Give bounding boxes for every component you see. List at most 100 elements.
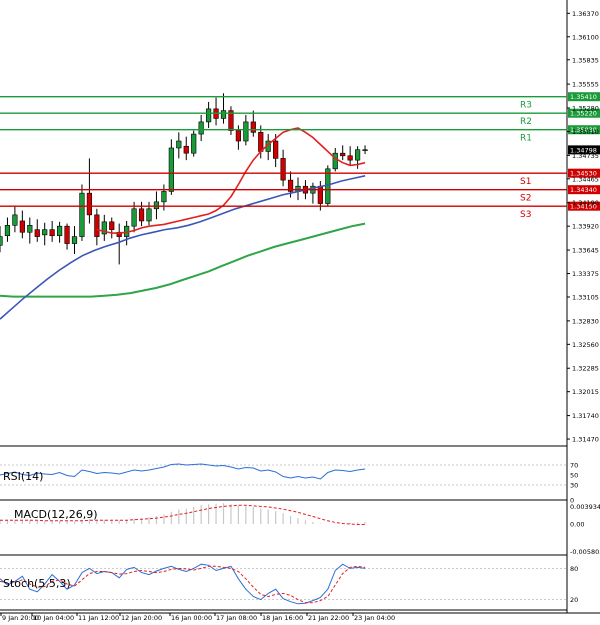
stoch-tick-label: 20: [570, 596, 578, 604]
price-tick-label: 1.32015: [572, 388, 599, 396]
time-tick-label: 16 Jan 00:00: [171, 614, 212, 622]
rsi-tick-label: 70: [570, 462, 578, 470]
sma-fast-line: [96, 127, 366, 234]
level-label-r2: R2: [520, 117, 532, 127]
bull-candle: [27, 225, 33, 233]
level-price-tag: [568, 201, 600, 211]
bull-candle: [325, 168, 331, 204]
bear-candle: [116, 231, 122, 237]
macd-signal-line: [0, 504, 366, 525]
price-tick-label: 1.35010: [572, 128, 599, 136]
bear-candle: [273, 140, 279, 159]
macd-label: MACD(12,26,9): [14, 508, 98, 521]
pivot-levels: R3 1.35410 R2 1.35220 R1 1.35030 S1 1.34530 S2 1.…: [0, 92, 600, 220]
stoch-d-line: [0, 565, 366, 604]
bull-candle: [161, 191, 167, 203]
bull-candle: [0, 236, 3, 246]
sma-slow-line: [0, 222, 366, 298]
bear-candle: [86, 192, 92, 216]
macd-tick-label: 0.00: [570, 521, 584, 529]
level-price-tag: [568, 125, 600, 135]
macd-tick-label: 0.003934: [570, 503, 600, 511]
time-tick-label: 17 Jan 08:00: [216, 614, 257, 622]
level-price-tag: [568, 108, 600, 118]
bull-candle: [79, 192, 85, 237]
bull-candle: [56, 225, 63, 237]
bear-candle: [109, 221, 115, 230]
bull-candle: [146, 208, 152, 222]
bull-candle: [176, 140, 182, 149]
price-tick-label: 1.33375: [572, 270, 599, 278]
bull-candle: [4, 225, 11, 237]
stoch-tick-label: 80: [570, 565, 578, 573]
level-price-text: 1.34150: [570, 203, 597, 211]
price-tick-label: 1.33105: [572, 293, 599, 301]
bear-candle: [138, 208, 145, 222]
bull-candle: [168, 147, 174, 192]
bull-candle: [101, 221, 107, 235]
price-tick-label: 1.34735: [572, 152, 599, 160]
rsi-panel: RSI(14) 70 50 30 0: [0, 462, 578, 505]
price-tick-label: 1.33920: [572, 223, 599, 231]
price-tick-label: 1.34465: [572, 175, 599, 183]
time-tick-label: 12 Jan 20:00: [121, 614, 162, 622]
stoch-label: Stoch(5,5,3): [3, 577, 71, 590]
bear-candle: [49, 229, 55, 237]
bull-candle: [198, 121, 204, 135]
price-tick-label: 1.32830: [572, 317, 599, 325]
level-price-text: 1.35030: [570, 126, 597, 134]
price-tick-label: 1.32560: [572, 341, 599, 349]
time-tick-label: 18 Jan 16:00: [262, 614, 303, 622]
level-label-s1: S1: [520, 177, 531, 187]
bull-candle: [153, 201, 160, 210]
bull-candle: [71, 236, 78, 244]
time-tick-label: 23 Jan 04:00: [354, 614, 395, 622]
bear-candle: [250, 121, 256, 133]
price-tick-label: 1.36370: [572, 10, 599, 18]
price-tick-label: 1.33645: [572, 247, 599, 255]
macd-tick-label: -0.005803: [570, 548, 600, 556]
level-price-tag: [568, 185, 600, 195]
level-price-text: 1.34340: [570, 186, 597, 194]
level-label-r1: R1: [520, 134, 532, 144]
bear-candle: [340, 152, 346, 157]
rsi-tick-label: 50: [570, 472, 578, 480]
level-price-text: 1.35410: [570, 93, 597, 101]
bull-candle: [332, 152, 338, 170]
macd-panel: MACD(12,26,9) 0.003934 0.00 -0.005803: [0, 503, 600, 556]
bear-candle: [228, 110, 234, 131]
bear-candle: [317, 185, 323, 204]
bear-candle: [94, 214, 100, 237]
bear-candle: [19, 220, 25, 233]
level-price-tag: [568, 168, 600, 178]
bull-candle: [243, 121, 249, 142]
bull-candle: [220, 110, 227, 119]
price-tick-label: 1.31470: [572, 436, 599, 444]
bear-candle: [258, 132, 264, 152]
bear-candle: [183, 145, 189, 154]
price-tick-label: 1.35280: [572, 105, 599, 113]
bear-candle: [64, 225, 70, 244]
price-tick-label: 1.32285: [572, 365, 599, 373]
time-tick-label: 21 Jan 22:00: [308, 614, 349, 622]
time-tick-label: 11 Jan 12:00: [78, 614, 119, 622]
bear-candle: [280, 158, 286, 181]
price-tick-label: 1.31740: [572, 412, 599, 420]
bull-candle: [12, 214, 18, 226]
level-label-r3: R3: [520, 101, 532, 111]
rsi-tick-label: 30: [570, 482, 578, 490]
current-price-text: 1.34798: [570, 146, 597, 154]
level-price-text: 1.34530: [570, 170, 597, 178]
bull-candle: [206, 108, 212, 123]
bull-candle: [131, 208, 137, 227]
level-price-tag: [568, 92, 600, 102]
price-tick-label: 1.35555: [572, 81, 599, 89]
price-tick-label: 1.34190: [572, 199, 599, 207]
bear-candle: [287, 179, 294, 192]
rsi-label: RSI(14): [3, 470, 43, 483]
level-price-text: 1.35220: [570, 110, 597, 118]
stochastic-panel: Stoch(5,5,3) 80 20: [0, 563, 578, 605]
